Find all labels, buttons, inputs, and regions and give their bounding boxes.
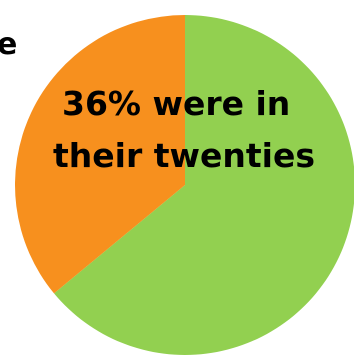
pie-slice-0: [54, 15, 354, 355]
pie-slice-1: [14, 15, 186, 294]
edge-fragment-text: e: [0, 27, 17, 62]
annotation-line-1: 36% were in: [62, 84, 290, 123]
annotation-line-2: their twenties: [53, 136, 315, 175]
